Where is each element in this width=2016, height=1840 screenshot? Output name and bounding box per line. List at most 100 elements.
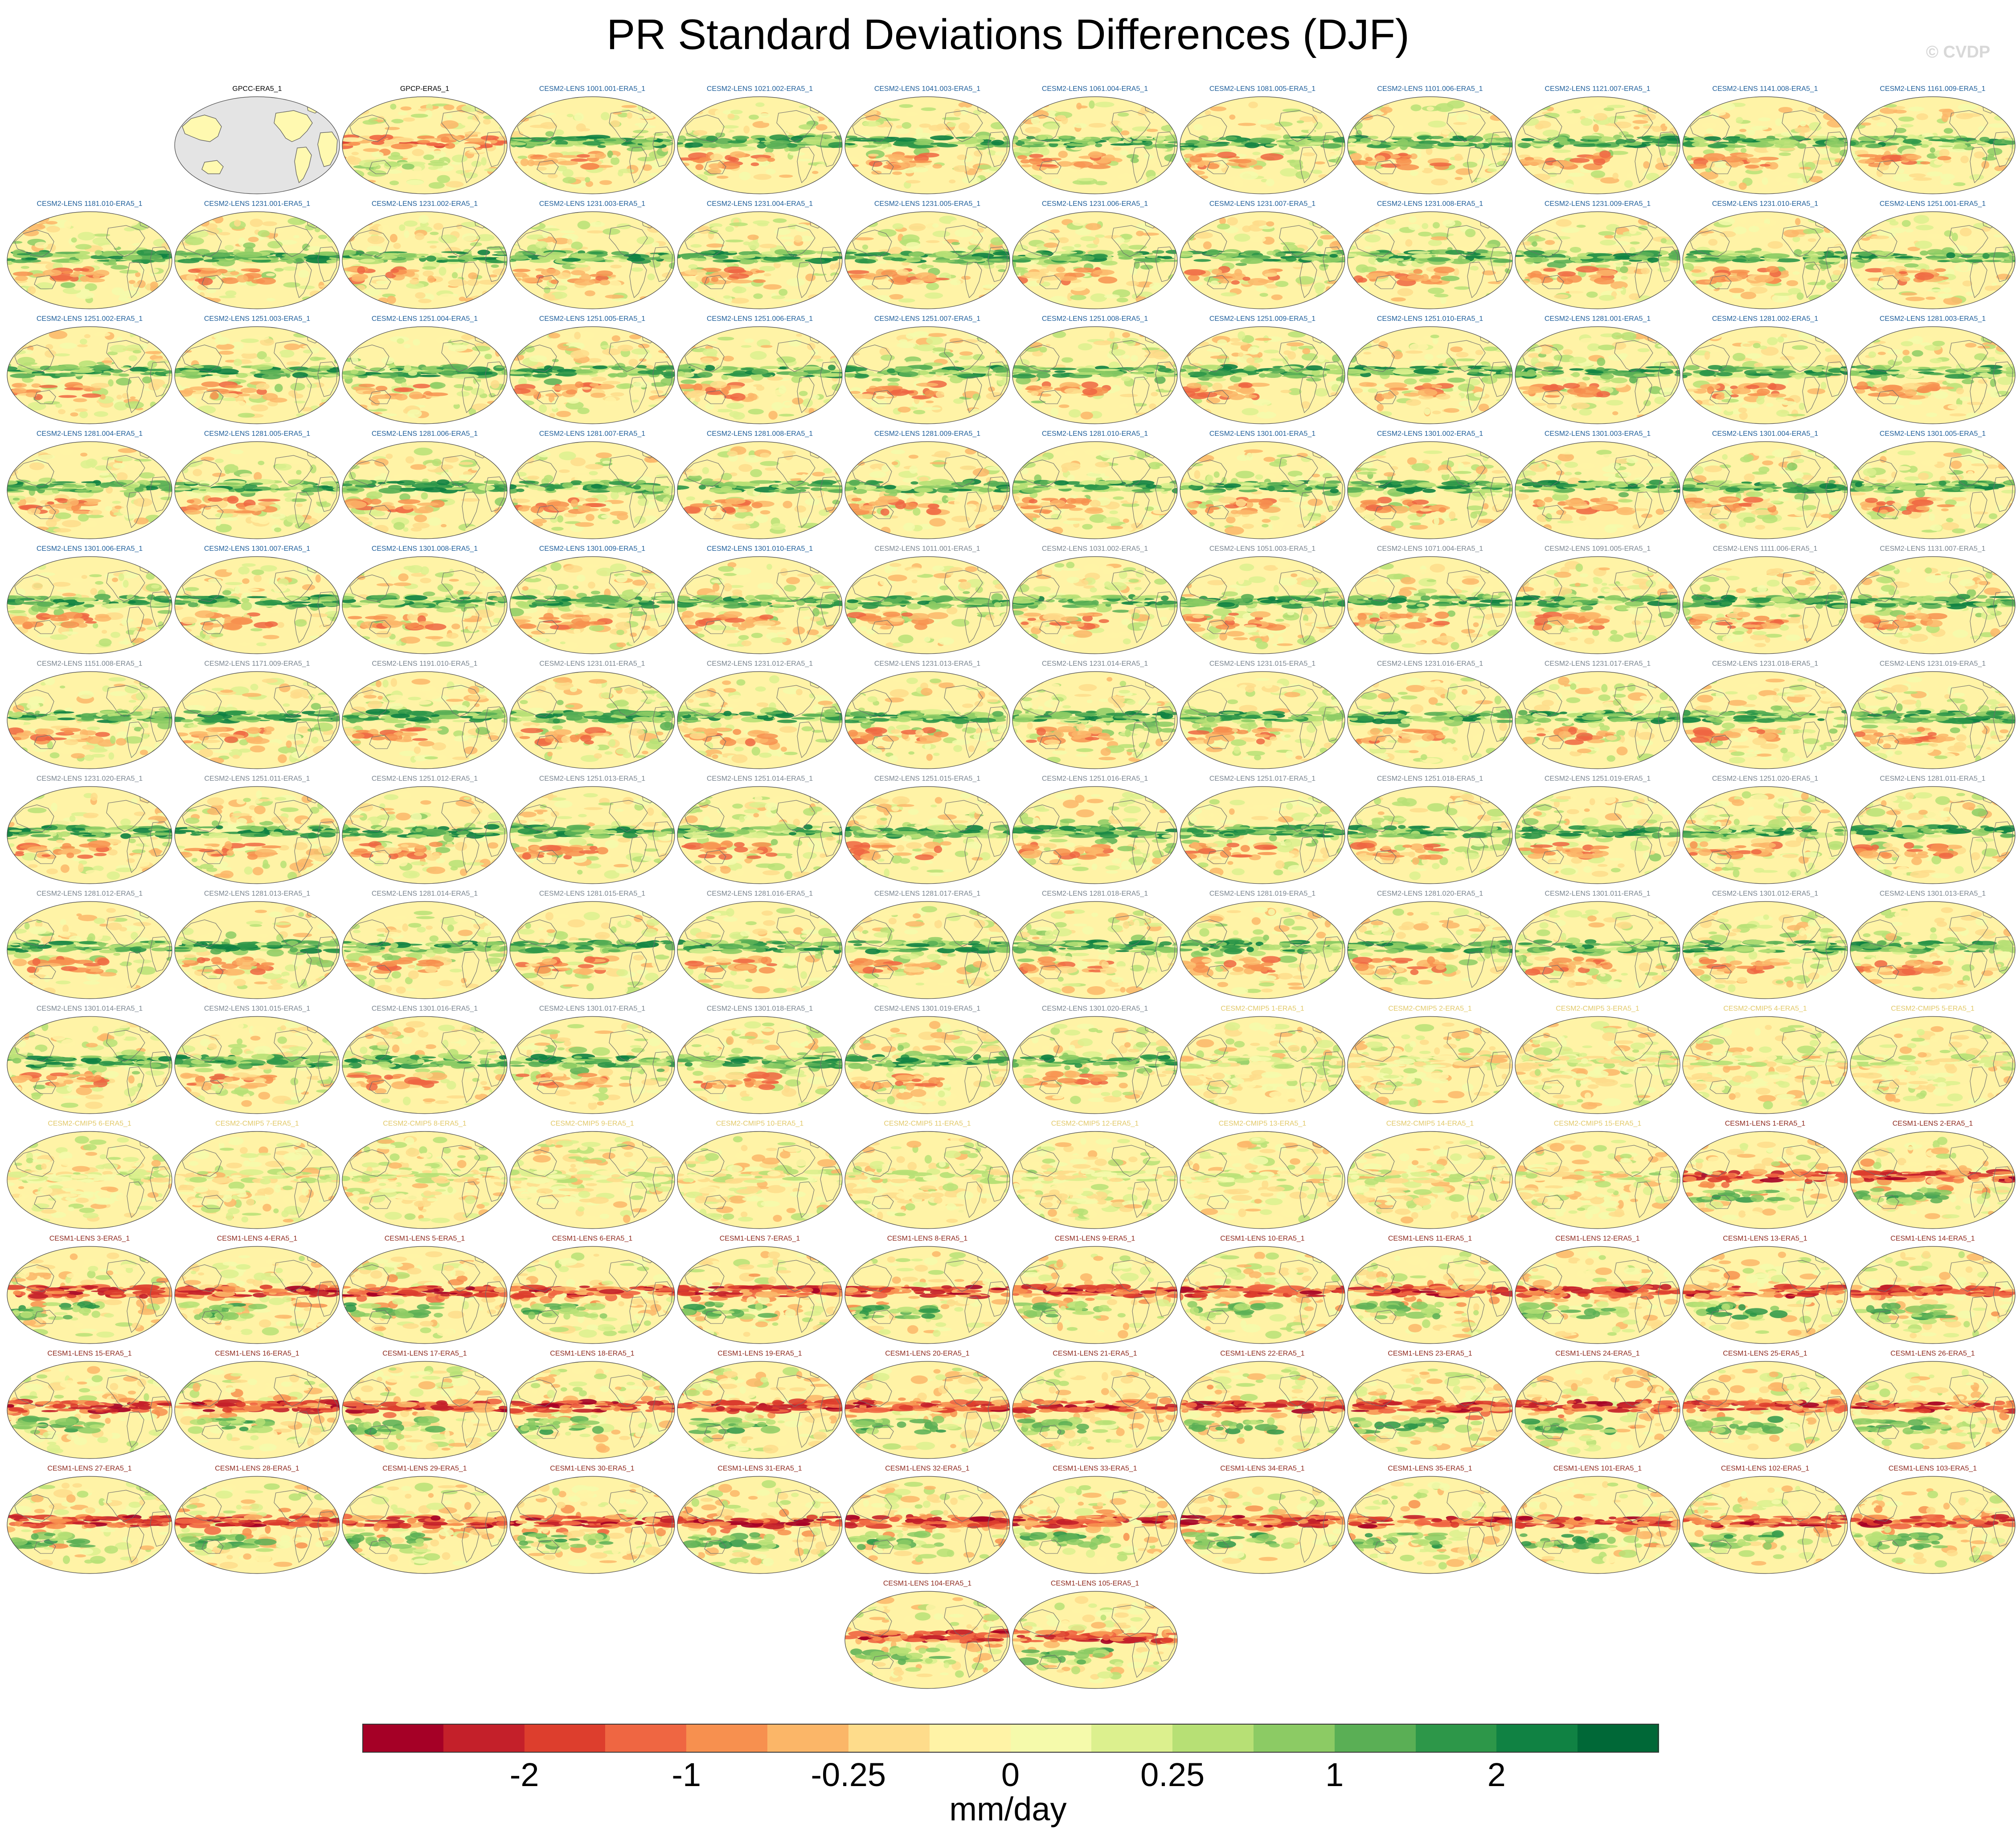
map-panel: CESM2-LENS 1281.016-ERA5_1 [676,889,844,1001]
panel-title: CESM2-LENS 1181.010-ERA5_1 [6,200,173,209]
panel-title: CESM2-LENS 1281.011-ERA5_1 [1849,775,2016,783]
panel-title: CESM2-LENS 1231.005-ERA5_1 [844,200,1011,209]
colorbar-segment [1578,1724,1659,1753]
panel-map [1850,1246,2016,1344]
map-panel: CESM2-LENS 1231.005-ERA5_1 [844,200,1011,311]
panel-title: CESM1-LENS 22-ERA5_1 [1179,1349,1346,1358]
panel-map [1515,1361,1680,1459]
panel-map [677,1361,843,1459]
map-panel: CESM2-LENS 1141.008-ERA5_1 [1681,85,1849,196]
panel-title: CESM1-LENS 4-ERA5_1 [173,1234,341,1243]
colorbar-segment [1172,1724,1254,1753]
panel-title: CESM2-LENS 1231.019-ERA5_1 [1849,660,2016,668]
panel-title: CESM2-LENS 1251.006-ERA5_1 [676,315,844,324]
panel-map [677,556,843,654]
panel-title: CESM1-LENS 34-ERA5_1 [1179,1464,1346,1473]
panel-map [7,326,172,424]
panel-title: CESM2-LENS 1251.020-ERA5_1 [1681,775,1849,783]
panel-map [1850,441,2016,539]
panel-map [1682,901,1848,999]
map-panel: CESM2-LENS 1251.019-ERA5_1 [1514,775,1681,886]
colorbar-tick-label: 1 [1281,1756,1388,1794]
panel-title: CESM2-LENS 1251.016-ERA5_1 [1011,775,1179,783]
panel-map [1012,96,1178,194]
panel-title: GPCP-ERA5_1 [341,85,508,94]
map-panel: CESM2-CMIP5 9-ERA5_1 [508,1119,676,1231]
map-panel: CESM2-LENS 1281.006-ERA5_1 [341,430,508,541]
panel-map [1347,671,1513,769]
map-panel: CESM2-LENS 1301.008-ERA5_1 [341,545,508,656]
panel-map [1515,326,1680,424]
map-panel: CESM2-LENS 1301.009-ERA5_1 [508,545,676,656]
panel-map [7,671,172,769]
panel-title: CESM2-LENS 1281.005-ERA5_1 [173,430,341,438]
panel-title: CESM2-LENS 1301.006-ERA5_1 [6,545,173,553]
panel-map [844,1131,1010,1229]
panel-title: CESM2-CMIP5 11-ERA5_1 [844,1119,1011,1128]
panel-map [7,786,172,884]
map-panel: CESM2-LENS 1121.007-ERA5_1 [1514,85,1681,196]
map-panel: CESM2-LENS 1251.011-ERA5_1 [173,775,341,886]
map-panel: CESM2-LENS 1021.002-ERA5_1 [676,85,844,196]
map-panel: GPCC-ERA5_1 [173,85,341,196]
panel-map [844,1476,1010,1574]
panel-map [342,441,508,539]
map-panel: CESM2-LENS 1171.009-ERA5_1 [173,660,341,771]
map-panel: CESM1-LENS 7-ERA5_1 [676,1234,844,1346]
panel-map [7,211,172,309]
map-panel: CESM1-LENS 25-ERA5_1 [1681,1349,1849,1461]
panel-title: CESM2-LENS 1281.008-ERA5_1 [676,430,844,438]
panel-title: CESM2-LENS 1141.008-ERA5_1 [1681,85,1849,94]
panel-map [1180,901,1345,999]
panel-title: CESM2-LENS 1251.017-ERA5_1 [1179,775,1346,783]
panel-title: CESM2-CMIP5 6-ERA5_1 [6,1119,173,1128]
map-panel: CESM2-LENS 1191.010-ERA5_1 [341,660,508,771]
map-panel: CESM2-CMIP5 5-ERA5_1 [1849,1004,2016,1116]
panel-title: CESM2-LENS 1121.007-ERA5_1 [1514,85,1681,94]
panel-title: CESM1-LENS 28-ERA5_1 [173,1464,341,1473]
panel-title: GPCC-ERA5_1 [173,85,341,94]
map-panel: CESM2-CMIP5 3-ERA5_1 [1514,1004,1681,1116]
panel-map [342,556,508,654]
panel-title: CESM2-LENS 1231.014-ERA5_1 [1011,660,1179,668]
panel-title: CESM2-LENS 1281.012-ERA5_1 [6,889,173,898]
panel-map [1682,1246,1848,1344]
map-panel: CESM2-LENS 1301.007-ERA5_1 [173,545,341,656]
colorbar-tick-label: -0.25 [795,1756,902,1794]
panel-title: CESM2-LENS 1281.015-ERA5_1 [508,889,676,898]
map-panel: CESM1-LENS 18-ERA5_1 [508,1349,676,1461]
panel-title: CESM2-LENS 1231.004-ERA5_1 [676,200,844,209]
map-panel: CESM1-LENS 22-ERA5_1 [1179,1349,1346,1461]
panel-map [1012,556,1178,654]
panel-map [342,901,508,999]
panel-title: CESM2-LENS 1281.007-ERA5_1 [508,430,676,438]
map-panel: CESM2-LENS 1001.001-ERA5_1 [508,85,676,196]
panel-map [509,326,675,424]
panel-map [1515,556,1680,654]
map-panel: CESM2-LENS 1301.005-ERA5_1 [1849,430,2016,541]
panel-map [1850,1016,2016,1114]
map-panel: CESM1-LENS 34-ERA5_1 [1179,1464,1346,1576]
panel-title: CESM2-LENS 1231.002-ERA5_1 [341,200,508,209]
map-panel: CESM2-LENS 1281.005-ERA5_1 [173,430,341,541]
panel-map [844,441,1010,539]
panel-map [1347,901,1513,999]
map-panel: CESM1-LENS 9-ERA5_1 [1011,1234,1179,1346]
panel-title: CESM2-LENS 1281.020-ERA5_1 [1346,889,1514,898]
panel-map [1515,671,1680,769]
map-panel: CESM2-LENS 1301.013-ERA5_1 [1849,889,2016,1001]
map-panel: CESM2-LENS 1231.011-ERA5_1 [508,660,676,771]
map-panel: CESM2-LENS 1281.003-ERA5_1 [1849,315,2016,426]
panel-title: CESM2-LENS 1281.017-ERA5_1 [844,889,1011,898]
colorbar-segment [686,1724,768,1753]
colorbar-segment [767,1724,849,1753]
panel-title: CESM2-LENS 1251.007-ERA5_1 [844,315,1011,324]
panel-title: CESM1-LENS 35-ERA5_1 [1346,1464,1514,1473]
panel-title: CESM2-LENS 1231.015-ERA5_1 [1179,660,1346,668]
map-panel: CESM2-LENS 1251.006-ERA5_1 [676,315,844,426]
map-panel: CESM2-LENS 1251.002-ERA5_1 [6,315,173,426]
map-panel: CESM2-LENS 1281.001-ERA5_1 [1514,315,1681,426]
panel-map [1515,786,1680,884]
colorbar-tick-label: 0.25 [1119,1756,1226,1794]
map-panel: CESM2-LENS 1281.004-ERA5_1 [6,430,173,541]
